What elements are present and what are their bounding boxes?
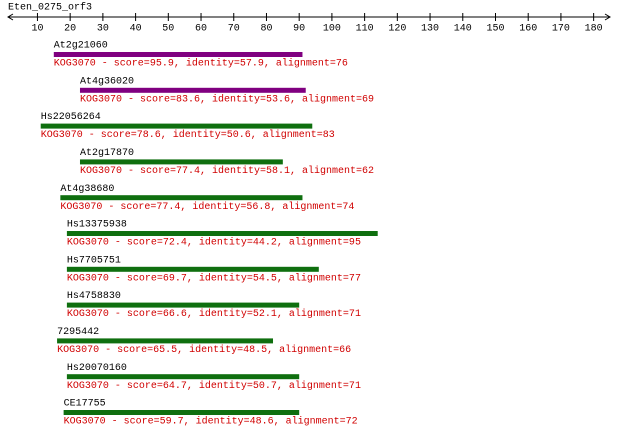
hit-bar [66, 231, 378, 236]
x-tick-label: 60 [195, 24, 207, 35]
x-tick-label: 110 [356, 24, 374, 35]
hit-bar [53, 52, 303, 57]
hit-label: KOG3070 - score=66.6, identity=52.1, ali… [67, 308, 361, 320]
hit-name: Hs22056264 [41, 112, 101, 123]
hit-name: At4g36020 [80, 76, 134, 87]
hit-bar [79, 87, 306, 93]
hit-name: At2g17870 [80, 148, 134, 159]
x-tick-label: 130 [421, 24, 439, 35]
hit-label: KOG3070 - score=95.9, identity=57.9, ali… [54, 58, 348, 70]
chart-title: Eten_0275_orf3 [8, 2, 92, 14]
hit-label: KOG3070 - score=78.6, identity=50.6, ali… [41, 129, 335, 141]
hit-name: 7295442 [57, 327, 99, 338]
hit-bar [66, 266, 319, 272]
x-tick-label: 80 [260, 24, 272, 35]
hit-label: KOG3070 - score=77.4, identity=58.1, ali… [80, 165, 374, 177]
hit-name: At2g21060 [54, 41, 108, 52]
hit-label: KOG3070 - score=83.6, identity=53.6, ali… [80, 93, 374, 105]
x-tick-label: 150 [486, 24, 504, 35]
hit-label: KOG3070 - score=65.5, identity=48.5, ali… [57, 344, 351, 356]
x-tick-label: 50 [162, 24, 174, 35]
hit-bar [60, 195, 303, 201]
x-tick-label: 140 [454, 24, 472, 35]
x-tick-label: 30 [97, 24, 109, 35]
x-tick-label: 10 [31, 24, 43, 35]
hit-bar [79, 159, 283, 165]
x-tick-label: 70 [228, 24, 240, 35]
x-tick-label: 100 [323, 24, 341, 35]
hit-bar [63, 410, 300, 415]
x-tick-label: 180 [585, 24, 603, 35]
hit-name: Hs20070160 [67, 363, 127, 374]
hit-label: KOG3070 - score=59.7, identity=48.6, ali… [64, 416, 358, 428]
hit-label: KOG3070 - score=77.4, identity=56.8, ali… [60, 201, 354, 213]
hit-label: KOG3070 - score=72.4, identity=44.2, ali… [67, 237, 361, 249]
x-tick-label: 90 [293, 24, 305, 35]
hit-bar [66, 374, 300, 380]
x-tick-label: 20 [64, 24, 76, 35]
hit-name: Hs4758830 [67, 291, 121, 302]
x-tick-label: 40 [130, 24, 142, 35]
hit-bar [66, 302, 300, 308]
hit-name: CE17755 [64, 399, 106, 410]
x-tick-label: 170 [552, 24, 570, 35]
x-tick-label: 160 [519, 24, 537, 35]
x-tick-label: 120 [388, 24, 406, 35]
hit-name: Hs7705751 [67, 255, 121, 266]
hit-name: Hs13375938 [67, 220, 127, 231]
hit-name: At4g38680 [60, 184, 114, 195]
hit-bar [40, 123, 313, 129]
axis-arrow-right [604, 13, 611, 21]
hit-bar [57, 338, 274, 344]
axis-arrow-left [7, 13, 14, 21]
hit-label: KOG3070 - score=64.7, identity=50.7, ali… [67, 380, 361, 392]
hit-label: KOG3070 - score=69.7, identity=54.5, ali… [67, 272, 361, 284]
